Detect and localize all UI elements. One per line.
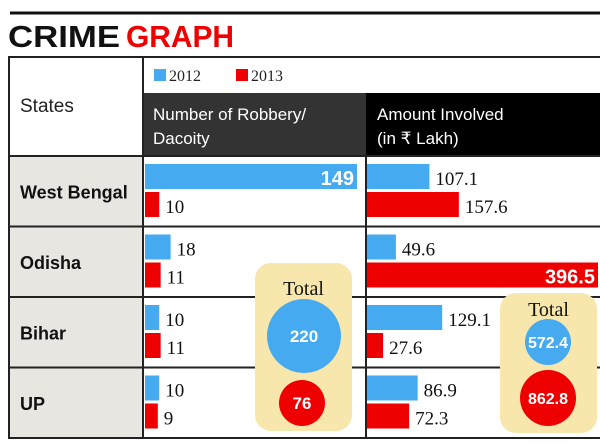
bar-robbery-2012 <box>145 305 160 330</box>
robbery-header-line2: Dacoity <box>153 129 210 148</box>
bar-amount-2013 <box>367 192 459 217</box>
total-value-2013: 862.8 <box>528 391 568 408</box>
total-circle-2013 <box>520 370 576 426</box>
robbery-header-line1: Number of Robbery/ <box>153 105 306 124</box>
bar-value-label: 149 <box>321 168 354 190</box>
amount-header-line1: Amount Involved <box>377 105 504 124</box>
bar-value-label: 11 <box>167 268 185 289</box>
bar-amount-2013 <box>367 262 598 288</box>
bar-amount-2013 <box>367 333 384 358</box>
bar-amount-2012 <box>367 234 396 260</box>
bar-value-label: 9 <box>164 409 174 430</box>
bar-value-label: 10 <box>165 310 184 331</box>
bar-amount-2012 <box>367 375 418 401</box>
bar-amount-2012 <box>367 305 443 330</box>
bar-robbery-2012 <box>145 375 160 401</box>
bar-value-label: 107.1 <box>435 169 478 190</box>
bar-value-label: 18 <box>177 240 196 261</box>
total-value-2012: 572.4 <box>528 335 568 352</box>
header-robbery-bg <box>144 93 366 155</box>
bar-amount-2012 <box>367 164 430 189</box>
bar-value-label: 11 <box>167 338 185 359</box>
bar-amount-2013 <box>367 403 410 429</box>
bar-robbery-2013 <box>145 192 160 217</box>
states-header: States <box>20 96 74 117</box>
title-part1: CRIME <box>8 19 120 54</box>
bar-value-label: 49.6 <box>402 240 435 261</box>
legend-swatch-2012 <box>154 69 166 81</box>
total-value-2012: 220 <box>290 327 318 346</box>
bar-value-label: 129.1 <box>448 310 491 331</box>
bar-value-label: 10 <box>165 381 184 402</box>
bar-value-label: 157.6 <box>465 197 508 218</box>
header-amount-bg <box>366 93 600 155</box>
state-label: West Bengal <box>20 182 128 202</box>
bar-value-label: 27.6 <box>389 338 422 359</box>
title-part2: GRAPH <box>126 19 234 54</box>
total-label: Total <box>283 278 324 300</box>
bar-robbery-2012 <box>145 234 171 260</box>
bar-robbery-2013 <box>145 403 158 429</box>
bar-value-label: 396.5 <box>545 267 595 289</box>
table-frame <box>8 56 600 439</box>
bar-value-label: 10 <box>165 197 184 218</box>
bar-value-label: 72.3 <box>415 409 448 430</box>
state-label: Bihar <box>20 323 66 343</box>
legend-swatch-2013 <box>236 69 248 81</box>
bar-robbery-2013 <box>145 262 161 288</box>
total-circle-2013 <box>279 380 325 426</box>
bar-robbery-2012 <box>145 164 357 189</box>
amount-header-line2: (in ₹ Lakh) <box>377 129 459 148</box>
state-label: Odisha <box>20 253 82 273</box>
total-circle-2012 <box>267 299 341 373</box>
state-label: UP <box>20 394 45 414</box>
legend-label-2013: 2013 <box>251 68 283 85</box>
legend-label-2012: 2012 <box>169 68 201 85</box>
bar-value-label: 86.9 <box>424 381 457 402</box>
bar-robbery-2013 <box>145 333 161 358</box>
total-label: Total <box>528 299 569 321</box>
total-value-2013: 76 <box>293 394 312 413</box>
total-circle-2012 <box>525 319 571 365</box>
